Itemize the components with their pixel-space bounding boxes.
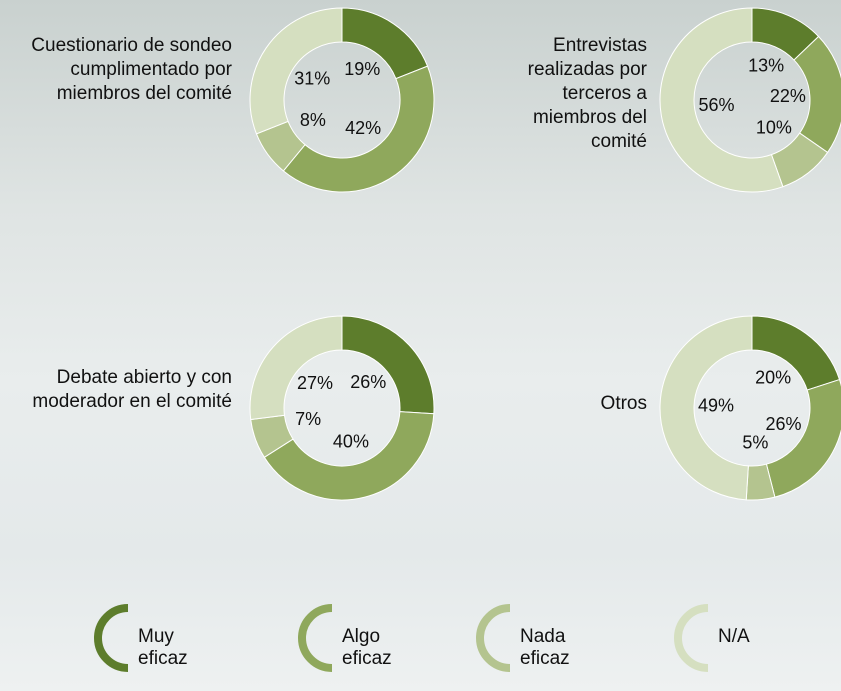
- donut-segment: [249, 315, 343, 421]
- value-label: 27%: [297, 373, 333, 393]
- donut-segment: [341, 315, 435, 415]
- value-label: 13%: [748, 56, 784, 76]
- donut-segment: [263, 411, 435, 501]
- legend-swatch: [94, 604, 129, 672]
- value-label: 42%: [345, 118, 381, 138]
- chart-title: Otros: [600, 393, 647, 414]
- legend-swatch: [674, 604, 709, 672]
- value-label: 26%: [350, 372, 386, 392]
- value-label: 31%: [294, 69, 330, 89]
- chart-title: Cuestionario de sondeo cumplimentado por…: [31, 35, 232, 104]
- legend-label: N/A: [718, 626, 750, 647]
- value-label: 22%: [770, 86, 806, 106]
- value-label: 10%: [756, 117, 792, 137]
- legend-label: Algo eficaz: [342, 626, 392, 669]
- value-label: 26%: [766, 414, 802, 434]
- value-label: 19%: [344, 59, 380, 79]
- value-label: 8%: [300, 110, 326, 130]
- value-label: 20%: [755, 368, 791, 388]
- legend-swatch: [298, 604, 333, 672]
- donut-segment: [282, 65, 435, 193]
- donut-segment: [659, 315, 753, 501]
- chart-title: Debate abierto y con moderador en el com…: [32, 367, 232, 412]
- donut-segment: [765, 378, 841, 498]
- value-label: 49%: [698, 396, 734, 416]
- value-label: 40%: [333, 432, 369, 452]
- legend-label: Muy eficaz: [138, 626, 188, 669]
- legend-swatch: [476, 604, 511, 672]
- chart-title: Entrevistas realizadas por terceros a mi…: [527, 35, 647, 152]
- value-label: 56%: [699, 95, 735, 115]
- donut-segment: [659, 7, 784, 193]
- donut-segment: [249, 7, 343, 135]
- legend-label: Nada eficaz: [520, 626, 570, 669]
- value-label: 7%: [295, 409, 321, 429]
- value-label: 5%: [742, 433, 768, 453]
